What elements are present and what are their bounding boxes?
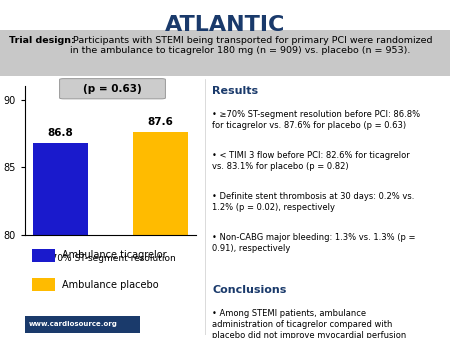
Text: ≥70% ST-segment resolution: ≥70% ST-segment resolution: [45, 254, 176, 263]
Text: • ≥70% ST-segment resolution before PCI: 86.8%
for ticagrelor vs. 87.6% for plac: • ≥70% ST-segment resolution before PCI:…: [212, 110, 420, 130]
Bar: [133, 132, 188, 338]
Text: Participants with STEMI being transported for primary PCI were randomized
in the: Participants with STEMI being transporte…: [70, 36, 432, 55]
Text: (p = 0.63): (p = 0.63): [83, 84, 142, 94]
Text: ATLANTIC: ATLANTIC: [165, 15, 285, 35]
Text: Trial design:: Trial design:: [9, 36, 75, 45]
Bar: [25, 316, 140, 333]
Text: Conclusions: Conclusions: [212, 285, 287, 295]
Bar: [32, 278, 54, 291]
Text: Ambulance placebo: Ambulance placebo: [62, 280, 158, 290]
Text: www.cardiosource.org: www.cardiosource.org: [29, 321, 118, 328]
Text: Results: Results: [212, 86, 258, 96]
Text: 86.8: 86.8: [47, 128, 73, 138]
Bar: [32, 249, 54, 262]
Bar: [32, 143, 88, 338]
Text: • Among STEMI patients, ambulance
administration of ticagrelor compared with
pla: • Among STEMI patients, ambulance admini…: [212, 309, 406, 338]
Text: Ambulance ticagrelor: Ambulance ticagrelor: [62, 250, 166, 260]
FancyBboxPatch shape: [59, 79, 166, 99]
Text: • < TIMI 3 flow before PCI: 82.6% for ticagrelor
vs. 83.1% for placebo (p = 0.82: • < TIMI 3 flow before PCI: 82.6% for ti…: [212, 151, 410, 171]
Text: • Non-CABG major bleeding: 1.3% vs. 1.3% (p =
0.91), respectively: • Non-CABG major bleeding: 1.3% vs. 1.3%…: [212, 233, 416, 254]
Text: • Definite stent thrombosis at 30 days: 0.2% vs.
1.2% (p = 0.02), respectively: • Definite stent thrombosis at 30 days: …: [212, 192, 414, 212]
Text: 87.6: 87.6: [148, 117, 173, 127]
